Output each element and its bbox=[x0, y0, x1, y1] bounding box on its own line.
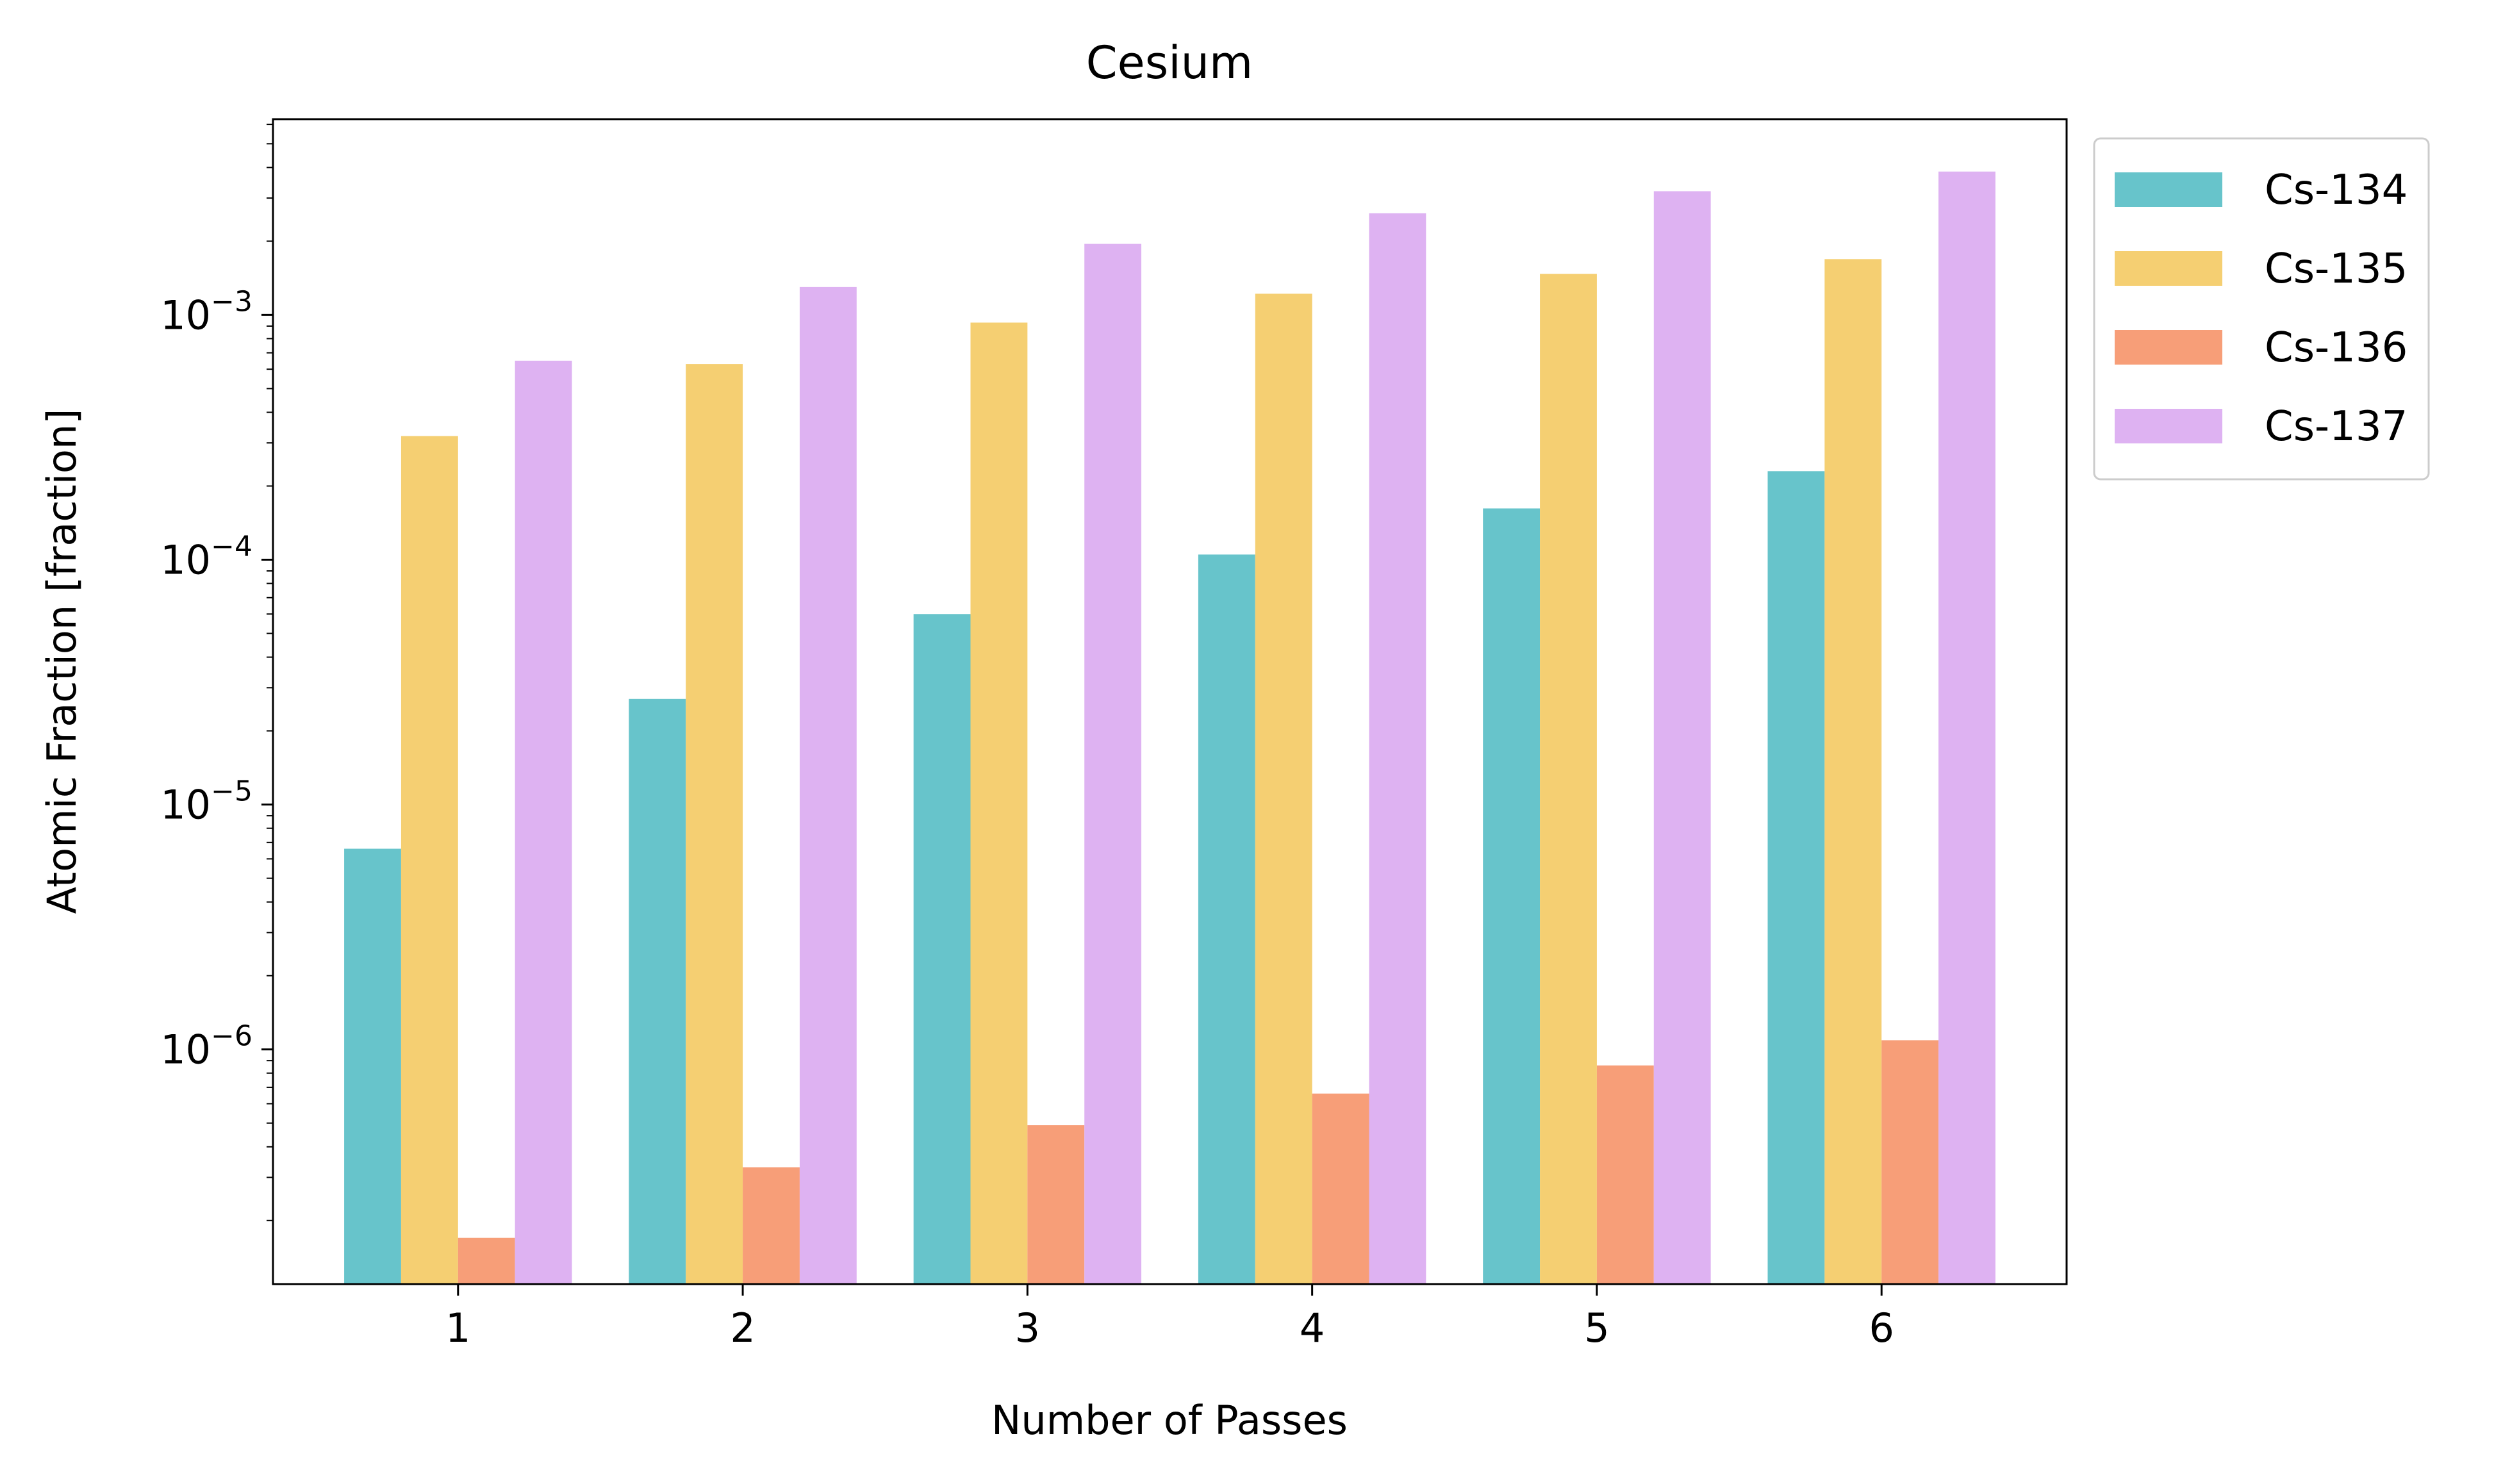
bar-cs-135-pass-1 bbox=[401, 436, 458, 1284]
y-tick-label: 10−3 bbox=[160, 285, 252, 338]
bar-cs-134-pass-5 bbox=[1483, 508, 1541, 1284]
legend-box bbox=[2093, 137, 2430, 481]
bar-cs-136-pass-1 bbox=[458, 1237, 515, 1284]
bar-cs-135-pass-6 bbox=[1824, 259, 1882, 1285]
bar-cs-137-pass-4 bbox=[1369, 213, 1426, 1284]
bar-cs-137-pass-1 bbox=[515, 360, 572, 1285]
bar-cs-136-pass-6 bbox=[1881, 1040, 1939, 1284]
legend-swatch-cs-134 bbox=[2115, 172, 2222, 207]
x-tick-label: 2 bbox=[730, 1305, 755, 1351]
bar-cs-137-pass-6 bbox=[1938, 171, 1995, 1285]
y-tick-label: 10−6 bbox=[160, 1020, 252, 1073]
x-tick-label: 6 bbox=[1869, 1305, 1894, 1351]
legend-swatch-cs-137 bbox=[2115, 409, 2222, 443]
bar-cs-134-pass-6 bbox=[1767, 471, 1825, 1284]
bar-cs-135-pass-5 bbox=[1540, 274, 1597, 1284]
legend-label-cs-135: Cs-135 bbox=[2265, 245, 2408, 293]
bar-cs-134-pass-4 bbox=[1198, 554, 1255, 1285]
bar-cs-136-pass-5 bbox=[1596, 1065, 1654, 1284]
x-tick-label: 4 bbox=[1300, 1305, 1325, 1351]
bar-cs-135-pass-2 bbox=[686, 364, 743, 1284]
x-tick-label: 5 bbox=[1584, 1305, 1609, 1351]
bar-cs-136-pass-3 bbox=[1027, 1125, 1085, 1284]
bar-cs-136-pass-2 bbox=[743, 1167, 800, 1284]
bar-cs-134-pass-3 bbox=[913, 614, 971, 1284]
bar-cs-137-pass-2 bbox=[799, 286, 857, 1284]
bars-layer bbox=[344, 171, 1995, 1285]
plot-frame bbox=[272, 118, 2068, 1285]
legend-swatch-cs-135 bbox=[2115, 251, 2222, 286]
legend-swatch-cs-136 bbox=[2115, 330, 2222, 365]
legend-label-cs-134: Cs-134 bbox=[2265, 167, 2408, 214]
x-tick-label: 3 bbox=[1015, 1305, 1040, 1351]
x-tick-label: 1 bbox=[445, 1305, 470, 1351]
x-axis-label: Number of Passes bbox=[991, 1397, 1348, 1444]
bar-cs-134-pass-1 bbox=[344, 848, 401, 1284]
y-tick-label: 10−4 bbox=[160, 531, 252, 584]
y-axis-label: Atomic Fraction [fraction] bbox=[38, 409, 85, 914]
bar-cs-137-pass-3 bbox=[1084, 243, 1142, 1285]
legend-label-cs-136: Cs-136 bbox=[2265, 324, 2408, 372]
bar-cs-137-pass-5 bbox=[1653, 191, 1711, 1284]
bar-cs-135-pass-3 bbox=[970, 322, 1028, 1285]
chart-title: Cesium bbox=[1086, 37, 1253, 89]
bar-cs-134-pass-2 bbox=[629, 698, 686, 1284]
legend-label-cs-137: Cs-137 bbox=[2265, 403, 2408, 450]
bar-cs-136-pass-4 bbox=[1312, 1093, 1369, 1284]
axes-layer: 1 2 3 4 5 6 10−6 10−5 10−4 10−3 bbox=[160, 118, 2068, 1351]
legend: Cs-134 Cs-135 Cs-136 Cs-137 bbox=[2093, 137, 2430, 481]
bar-cs-135-pass-4 bbox=[1255, 293, 1312, 1285]
y-tick-label: 10−5 bbox=[160, 775, 252, 829]
